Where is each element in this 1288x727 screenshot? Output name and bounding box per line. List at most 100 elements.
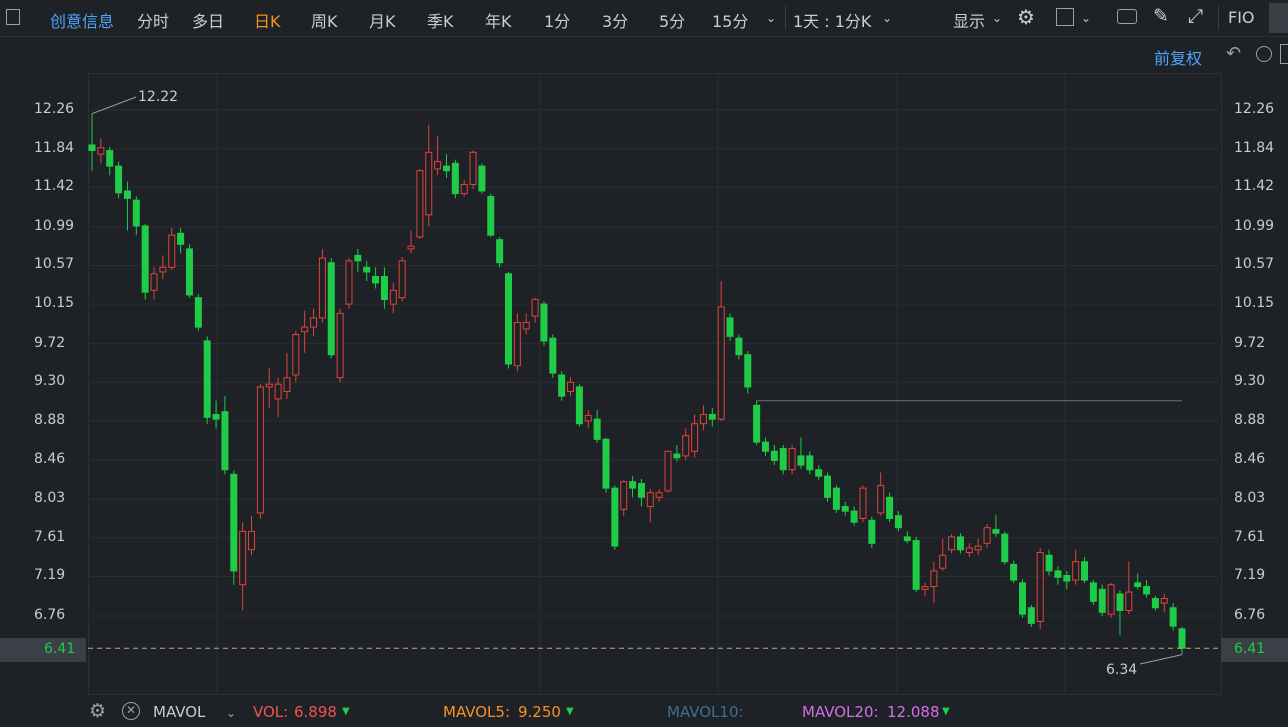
candle-body xyxy=(185,248,193,296)
f10-button[interactable]: FIO xyxy=(1228,8,1255,27)
candle-body xyxy=(611,487,619,547)
candle-body xyxy=(478,165,486,192)
close-icon[interactable]: ✕ xyxy=(122,702,140,720)
candle-body xyxy=(673,453,681,459)
sidebar-toggle-icon[interactable] xyxy=(6,9,20,25)
candle-body xyxy=(655,492,663,498)
toolbar: 创意信息 分时 多日 日K 周K 月K 季K 年K 1分 3分 5分 15分 ⌄… xyxy=(0,0,1288,37)
undo-icon[interactable]: ↶ xyxy=(1226,43,1242,64)
candle-body xyxy=(318,257,326,319)
tab-period-3[interactable]: 周K xyxy=(311,12,338,31)
panel-side-button[interactable] xyxy=(1269,3,1288,33)
candle-body xyxy=(708,414,716,420)
candle-body xyxy=(983,527,991,544)
adjust-button[interactable]: 前复权 xyxy=(1154,49,1203,68)
chevron-down-icon[interactable]: ⌄ xyxy=(226,706,237,720)
candle-body xyxy=(336,312,344,379)
candle-body xyxy=(1036,552,1044,623)
candle-body xyxy=(735,337,743,356)
indicator-bar: ⚙ ✕ MAVOL ⌄ VOL: 6.898 ▼ MAVOL5: 9.250 ▼… xyxy=(0,697,1288,727)
tab-period-1[interactable]: 多日 xyxy=(192,12,225,31)
y-tick-label-right: 10.99 xyxy=(1234,217,1275,234)
candle-body xyxy=(965,547,973,554)
candle-body xyxy=(637,483,645,498)
y-tick-label-left: 7.61 xyxy=(34,528,66,545)
candle-body xyxy=(442,165,450,172)
square-icon[interactable] xyxy=(1056,8,1074,26)
candle-body xyxy=(1081,561,1089,581)
fullscreen-icon[interactable]: ⤢ xyxy=(1188,5,1204,27)
candle-body xyxy=(956,536,964,551)
low-pointer-line xyxy=(1139,654,1183,665)
candle-body xyxy=(380,276,388,301)
y-tick-label-right: 11.84 xyxy=(1234,139,1275,156)
y-tick-label-left: 8.03 xyxy=(34,490,66,507)
indicator-name[interactable]: MAVOL xyxy=(153,703,206,721)
tab-period-2[interactable]: 日K xyxy=(254,12,281,31)
stock-name[interactable]: 创意信息 xyxy=(50,12,115,31)
chart-panel xyxy=(88,73,1222,695)
candle-body xyxy=(1098,588,1106,613)
candle-body xyxy=(256,386,264,514)
period-range-select[interactable]: 1天 : 1分K xyxy=(793,12,872,31)
candle-body xyxy=(717,306,725,420)
candle-body xyxy=(363,266,371,273)
candle-body xyxy=(575,386,583,425)
chevron-down-icon[interactable]: ⌄ xyxy=(766,11,777,25)
candle-body xyxy=(177,232,185,245)
candle-body xyxy=(1143,586,1151,595)
y-tick-label-left: 7.19 xyxy=(34,567,66,584)
gear-icon[interactable]: ⚙ xyxy=(1017,5,1035,29)
camera-icon[interactable] xyxy=(1117,9,1137,24)
gear-icon[interactable]: ⚙ xyxy=(89,700,107,722)
candle-body xyxy=(1054,570,1062,578)
candle-body xyxy=(912,540,920,590)
candle-body xyxy=(1178,628,1186,649)
candle-body xyxy=(930,570,938,588)
display-select[interactable]: 显示 xyxy=(953,12,986,31)
last-price-label-left: 6.41 xyxy=(44,641,76,657)
candle-body xyxy=(434,161,442,170)
tab-period-10[interactable]: 15分 xyxy=(712,12,749,31)
chevron-down-icon[interactable]: ⌄ xyxy=(1081,11,1092,25)
candle-body xyxy=(948,536,956,551)
candle-body xyxy=(567,381,575,393)
candle-body xyxy=(1134,582,1142,588)
candle-body xyxy=(487,195,495,236)
pencil-icon[interactable]: ✎ xyxy=(1153,5,1169,27)
candle-body xyxy=(824,475,832,498)
high-pointer-line xyxy=(91,96,137,115)
candle-body xyxy=(1151,598,1159,609)
candle-body xyxy=(832,487,840,510)
chevron-down-icon[interactable]: ⌄ xyxy=(992,11,1003,25)
candle-body xyxy=(1018,582,1026,615)
y-tick-label-right: 12.26 xyxy=(1234,101,1275,117)
y-tick-label-left: 8.46 xyxy=(34,450,66,467)
candle-body xyxy=(265,383,273,388)
y-tick-label-left: 12.26 xyxy=(34,101,75,117)
candle-body xyxy=(168,234,176,268)
y-tick-label-right: 10.57 xyxy=(1234,256,1275,273)
candle-body xyxy=(203,340,211,418)
tab-period-9[interactable]: 5分 xyxy=(659,12,686,31)
y-tick-label-right: 9.72 xyxy=(1234,334,1266,351)
candle-body xyxy=(97,147,105,155)
candle-body xyxy=(646,492,654,508)
candle-body xyxy=(159,266,167,273)
candle-body xyxy=(469,151,477,186)
tab-period-0[interactable]: 分时 xyxy=(137,12,170,31)
down-arrow-icon: ▼ xyxy=(566,706,574,717)
minus-circle-icon[interactable] xyxy=(1256,46,1272,62)
tab-period-5[interactable]: 季K xyxy=(427,12,454,31)
candle-body xyxy=(115,165,123,194)
candle-body xyxy=(531,299,539,317)
tab-period-8[interactable]: 3分 xyxy=(602,12,629,31)
tab-period-6[interactable]: 年K xyxy=(485,12,512,31)
tab-period-7[interactable]: 1分 xyxy=(544,12,571,31)
chevron-down-icon[interactable]: ⌄ xyxy=(882,11,893,25)
candle-body xyxy=(664,450,672,492)
candle-body xyxy=(505,273,513,365)
tab-period-4[interactable]: 月K xyxy=(369,12,396,31)
y-tick-label-right: 10.15 xyxy=(1234,295,1275,312)
candle-body xyxy=(540,303,548,342)
